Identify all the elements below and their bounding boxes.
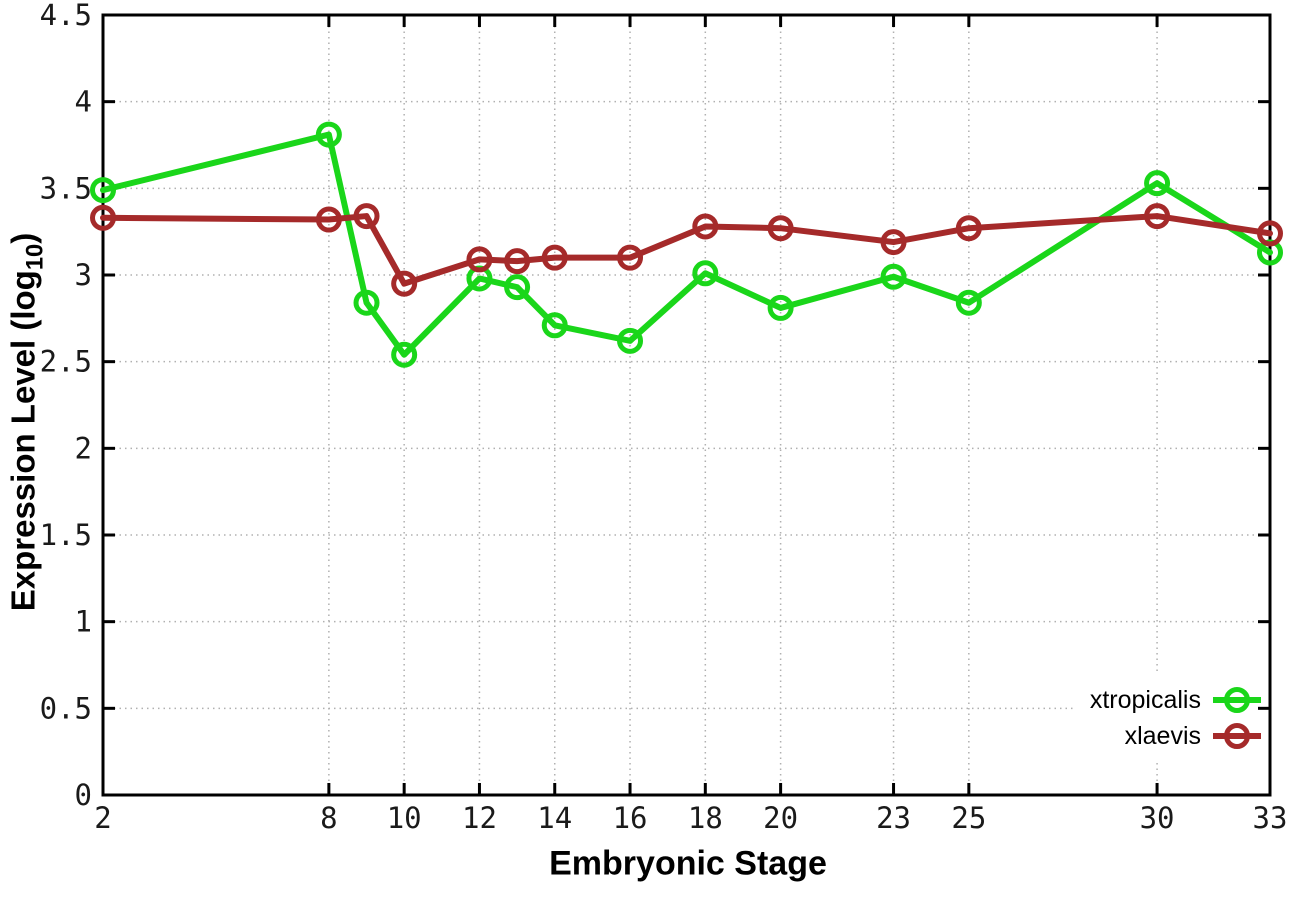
- x-axis-label: Embryonic Stage: [549, 844, 827, 883]
- marker-xtropicalis-stage-14: [541, 312, 568, 339]
- x-tick-label-2: 2: [94, 801, 111, 835]
- y-tick-label-3: 3: [75, 258, 92, 292]
- x-tick-label-23: 23: [876, 801, 911, 835]
- marker-xtropicalis-stage-25: [955, 289, 982, 316]
- legend-marker-icon-xtropicalis: [1213, 687, 1261, 713]
- marker-xlaevis-stage-30: [1144, 203, 1171, 230]
- marker-xlaevis-stage-13: [504, 248, 531, 275]
- y-tick-label-0.5: 0.5: [40, 691, 92, 725]
- marker-xlaevis-stage-14: [541, 244, 568, 271]
- marker-xtropicalis-stage-8: [315, 121, 342, 148]
- legend: xtropicalis xlaevis: [900, 682, 1263, 754]
- series-line-xlaevis: [100, 213, 1273, 287]
- y-tick-label-1: 1: [75, 605, 92, 639]
- marker-xtropicalis-stage-16: [617, 327, 644, 354]
- y-tick-label-1.5: 1.5: [40, 518, 92, 552]
- x-tick-label-33: 33: [1253, 801, 1288, 835]
- x-tick-label-16: 16: [613, 801, 648, 835]
- marker-xlaevis-stage-18: [692, 213, 719, 240]
- marker-xlaevis-stage-16: [617, 244, 644, 271]
- series-line-xtropicalis: [100, 131, 1273, 358]
- y-axis-label-suffix: ): [4, 232, 42, 244]
- legend-marker-icon-xlaevis: [1213, 723, 1261, 749]
- marker-xlaevis-stage-20: [767, 215, 794, 242]
- legend-label-xlaevis: xlaevis: [1124, 721, 1201, 750]
- marker-xlaevis-stage-10: [391, 270, 418, 297]
- x-tick-label-25: 25: [951, 801, 986, 835]
- x-tick-label-14: 14: [537, 801, 572, 835]
- marker-xlaevis-stage-25: [955, 215, 982, 242]
- y-tick-label-2.5: 2.5: [40, 345, 92, 379]
- marker-xlaevis-stage-9: [353, 203, 380, 230]
- legend-entry-xtropicalis: xtropicalis: [900, 682, 1263, 718]
- marker-xtropicalis-stage-23: [880, 263, 907, 290]
- y-tick-label-2: 2: [75, 431, 92, 465]
- y-axis-label: Expression Level (log10): [5, 233, 50, 612]
- y-tick-label-4: 4: [75, 85, 92, 119]
- marker-xtropicalis-stage-13: [504, 274, 531, 301]
- marker-xtropicalis-stage-9: [353, 289, 380, 316]
- y-axis-label-main: Expression Level (log: [4, 270, 42, 612]
- x-tick-label-8: 8: [320, 801, 337, 835]
- y-tick-label-3.5: 3.5: [40, 171, 92, 205]
- y-tick-label-4.5: 4.5: [40, 0, 92, 32]
- marker-xtropicalis-stage-30: [1144, 170, 1171, 197]
- legend-label-xtropicalis: xtropicalis: [1089, 685, 1201, 714]
- x-tick-label-20: 20: [763, 801, 798, 835]
- x-tick-label-18: 18: [688, 801, 723, 835]
- marker-xtropicalis-stage-20: [767, 294, 794, 321]
- x-tick-label-10: 10: [387, 801, 422, 835]
- plot-border: [101, 13, 1272, 797]
- legend-entry-xlaevis: xlaevis: [900, 718, 1263, 754]
- y-axis-label-subscript: 10: [21, 243, 49, 271]
- marker-xlaevis-stage-2: [90, 204, 116, 231]
- marker-xlaevis-stage-23: [880, 229, 907, 256]
- x-tick-label-12: 12: [462, 801, 497, 835]
- marker-xlaevis-stage-8: [315, 206, 342, 233]
- marker-xtropicalis-stage-10: [391, 341, 418, 368]
- marker-xlaevis-stage-33: [1257, 220, 1283, 247]
- marker-xlaevis-stage-12: [466, 246, 493, 273]
- y-tick-label-0: 0: [75, 778, 92, 812]
- marker-xtropicalis-stage-18: [692, 260, 719, 287]
- x-tick-label-30: 30: [1140, 801, 1175, 835]
- marker-xtropicalis-stage-2: [90, 177, 116, 204]
